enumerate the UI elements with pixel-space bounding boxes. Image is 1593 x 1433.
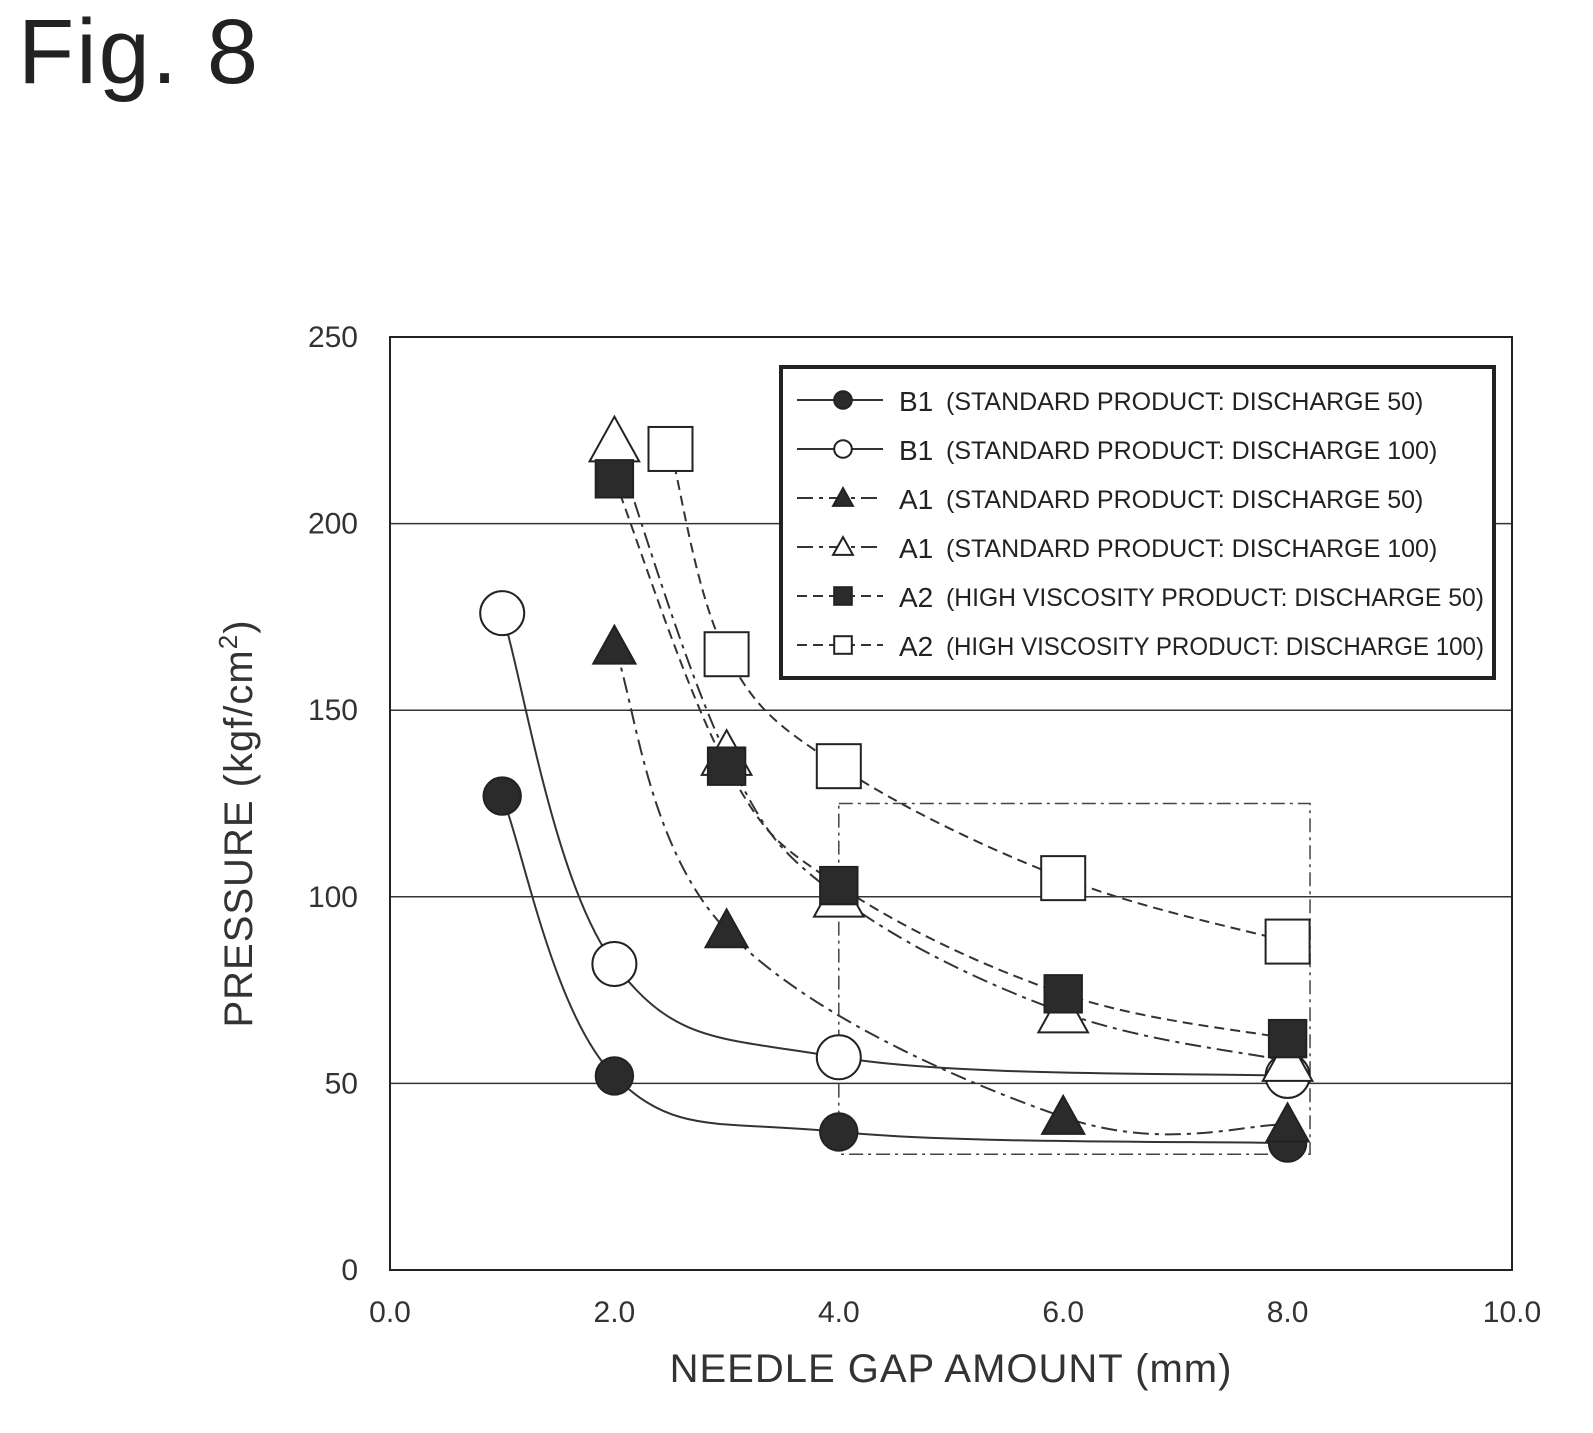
series-line xyxy=(613,646,1288,1136)
legend-marker xyxy=(833,586,853,606)
x-tick-label: 2.0 xyxy=(594,1296,636,1329)
data-point xyxy=(479,590,526,637)
data-point xyxy=(703,907,750,949)
legend-frame xyxy=(779,365,1496,680)
figure-label: Fig. 8 xyxy=(18,1,261,103)
legend-marker xyxy=(831,486,855,507)
legend-marker xyxy=(833,635,853,655)
data-point xyxy=(594,1056,635,1096)
tick-labels: 0.0 2.0 4.0 6.0 8.0 10.0 0 50 100 150 200 250 xyxy=(308,321,1541,1329)
y-tick-label: 250 xyxy=(308,321,358,354)
x-tick-label: 10.0 xyxy=(1483,1296,1541,1329)
legend-code: A2 xyxy=(899,582,933,613)
y-axis-title: PRESSURE (kgf/cm2) xyxy=(213,619,261,1027)
series-4 xyxy=(594,459,1308,1059)
data-point xyxy=(819,865,859,906)
data-point xyxy=(591,623,638,665)
series-1 xyxy=(479,590,1311,1099)
x-tick-label: 0.0 xyxy=(369,1296,411,1329)
x-tick-label: 8.0 xyxy=(1267,1296,1309,1329)
data-point xyxy=(1040,855,1087,902)
highlight-box xyxy=(838,802,1311,1156)
data-point xyxy=(482,776,522,816)
series-line xyxy=(501,612,1288,1077)
legend-code: A1 xyxy=(899,533,933,564)
plot-frame xyxy=(389,336,1513,1271)
series-line xyxy=(501,795,1288,1145)
y-axis-title-sup: 2 xyxy=(213,634,243,649)
x-tick-label: 6.0 xyxy=(1042,1296,1084,1329)
data-point xyxy=(819,1112,859,1152)
y-tick-label: 0 xyxy=(341,1254,358,1287)
legend-marker xyxy=(833,390,853,410)
legend-code: A1 xyxy=(899,484,933,515)
series-5 xyxy=(647,425,1311,965)
legend-entry: (STANDARD PRODUCT: DISCHARGE 50) xyxy=(946,486,1423,514)
legend-entry: (HIGH VISCOSITY PRODUCT: DISCHARGE 100) xyxy=(946,633,1484,661)
legend-entry: (STANDARD PRODUCT: DISCHARGE 100) xyxy=(946,535,1437,563)
series-line xyxy=(613,478,1288,1040)
data-point xyxy=(647,425,694,472)
data-point xyxy=(1267,1018,1308,1059)
legend-marker xyxy=(833,439,853,459)
data-point xyxy=(594,459,635,499)
data-point xyxy=(1043,974,1083,1014)
data-point xyxy=(815,1034,862,1081)
y-axis-title-main: PRESSURE (kgf/cm xyxy=(217,649,261,1027)
data-point xyxy=(1040,1093,1086,1135)
series-2 xyxy=(591,623,1311,1143)
x-axis-title: NEEDLE GAP AMOUNT (mm) xyxy=(670,1347,1233,1391)
legend-code: B1 xyxy=(899,435,933,466)
legend-code: B1 xyxy=(899,386,933,417)
data-point xyxy=(1264,918,1311,965)
data-point xyxy=(815,743,862,790)
y-tick-label: 50 xyxy=(325,1067,358,1100)
legend: B1 (STANDARD PRODUCT: DISCHARGE 50) B1 (STA… xyxy=(779,365,1496,680)
legend-marker xyxy=(831,535,855,556)
legend-entry: (STANDARD PRODUCT: DISCHARGE 50) xyxy=(946,388,1423,416)
y-tick-label: 100 xyxy=(308,881,358,914)
data-point xyxy=(591,940,638,987)
data-point xyxy=(1264,1101,1311,1143)
legend-entry: (HIGH VISCOSITY PRODUCT: DISCHARGE 50) xyxy=(946,584,1484,612)
data-point xyxy=(703,631,750,678)
x-tick-label: 4.0 xyxy=(818,1296,860,1329)
highlight-rect xyxy=(838,802,1311,1156)
legend-code: A2 xyxy=(899,631,933,662)
y-axis-title-end: ) xyxy=(217,619,261,633)
data-point xyxy=(587,414,641,463)
data-point xyxy=(706,746,747,786)
y-tick-label: 200 xyxy=(308,508,358,541)
series-0 xyxy=(482,776,1308,1163)
data-point xyxy=(1261,1034,1315,1082)
series-group xyxy=(479,414,1315,1163)
y-tick-label: 150 xyxy=(308,694,358,727)
legend-entry: (STANDARD PRODUCT: DISCHARGE 100) xyxy=(946,437,1437,465)
